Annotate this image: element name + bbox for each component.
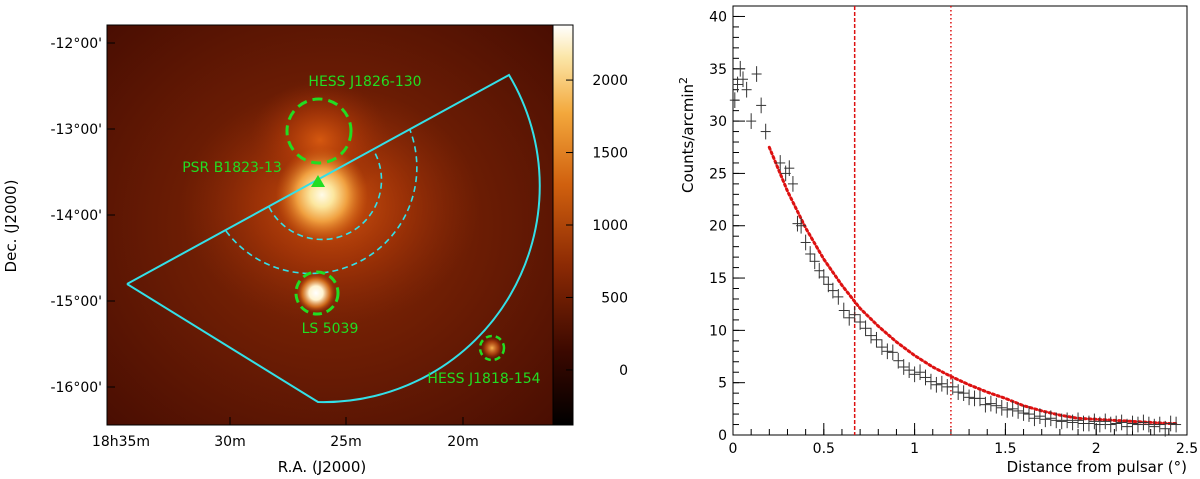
- y-tick-label: 15: [709, 271, 727, 287]
- dec-tick-label: -16°00': [50, 380, 102, 396]
- y-tick-label: 40: [709, 9, 727, 25]
- x-tick-label: 2.5: [1176, 441, 1198, 457]
- profile-x-axis-title: Distance from pulsar (°): [1007, 458, 1187, 476]
- y-tick-label: 0: [718, 428, 727, 444]
- profile-vertical-lines: [853, 6, 952, 435]
- x-tick-label: 1: [910, 441, 919, 457]
- hess-j1818-circle: [478, 334, 506, 362]
- profile-y-axis-title-superscript: 2: [677, 77, 690, 84]
- colorbar-tick-label: 500: [601, 290, 628, 306]
- psr-b1823-triangle: [311, 175, 325, 187]
- source-label-ls5039: LS 5039: [302, 321, 359, 337]
- map-x-axis-title: R.A. (J2000): [278, 458, 367, 476]
- dec-tick-label: -13°00': [50, 122, 102, 138]
- pwn-core-emission: [276, 147, 368, 243]
- profile-ticks: 0 0.5 1 1.5 2 2.5 0 5 10 15 20 25 30 35 40: [709, 5, 1198, 457]
- map-ticks: [106, 42, 464, 425]
- map-y-axis-title: Dec. (J2000): [2, 180, 20, 273]
- dec-tick-label: -14°00': [50, 208, 102, 224]
- x-tick-label: 2: [1092, 441, 1101, 457]
- colorbar-tick-label: 1000: [592, 218, 628, 234]
- dec-tick-label: -15°00': [50, 294, 102, 310]
- fit-curve: [767, 145, 1180, 425]
- ra-tick-label: 20m: [447, 434, 478, 450]
- profile-y-axis-title-text: Counts/arcmin: [679, 84, 697, 193]
- source-label-psr-b1823: PSR B1823-13: [182, 160, 282, 176]
- dec-tick-label: -12°00': [50, 36, 102, 52]
- y-tick-label: 25: [709, 166, 727, 182]
- hess-j1826-circle: [285, 97, 353, 165]
- j1818-emission: [481, 337, 503, 359]
- x-tick-label: 0: [729, 441, 738, 457]
- profile-fit-curve: [767, 145, 1180, 425]
- y-tick-label: 35: [709, 62, 727, 78]
- source-label-hess-j1818: HESS J1818-154: [427, 371, 540, 387]
- colorbar-tick-label: 2000: [592, 73, 628, 89]
- significance-map: HESS J1826-130 PSR B1823-13 LS 5039 HESS…: [2, 24, 628, 476]
- colorbar-ticks: 0 500 1000 1500 2000: [566, 73, 628, 379]
- x-tick-label: 1.5: [994, 441, 1016, 457]
- inner-ring-arc: [268, 152, 383, 241]
- ls5039-circle: [294, 270, 340, 316]
- outer-ring-arc: [225, 129, 418, 275]
- colorbar-tick-label: 1500: [592, 146, 628, 162]
- x-tick-label: 0.5: [813, 441, 835, 457]
- y-tick-label: 30: [709, 114, 727, 130]
- profile-y-axis-title: Counts/arcmin2: [677, 77, 697, 193]
- ls5039-emission: [296, 273, 336, 313]
- ra-tick-label: 25m: [330, 434, 361, 450]
- ra-tick-label: 30m: [214, 434, 245, 450]
- y-tick-label: 10: [709, 323, 727, 339]
- colorbar-tick-label: 0: [619, 363, 628, 379]
- y-tick-label: 20: [709, 219, 727, 235]
- y-tick-label: 5: [718, 376, 727, 392]
- analysis-region-wedge: [126, 73, 541, 404]
- radial-profile-plot: 0 0.5 1 1.5 2 2.5 0 5 10 15 20 25 30 35 40 Distance fr…: [677, 5, 1198, 476]
- source-label-hess-j1826: HESS J1826-130: [308, 74, 421, 90]
- profile-frame: [732, 5, 1188, 436]
- ra-tick-label: 18h35m: [92, 434, 150, 450]
- profile-data-points: [729, 60, 1182, 437]
